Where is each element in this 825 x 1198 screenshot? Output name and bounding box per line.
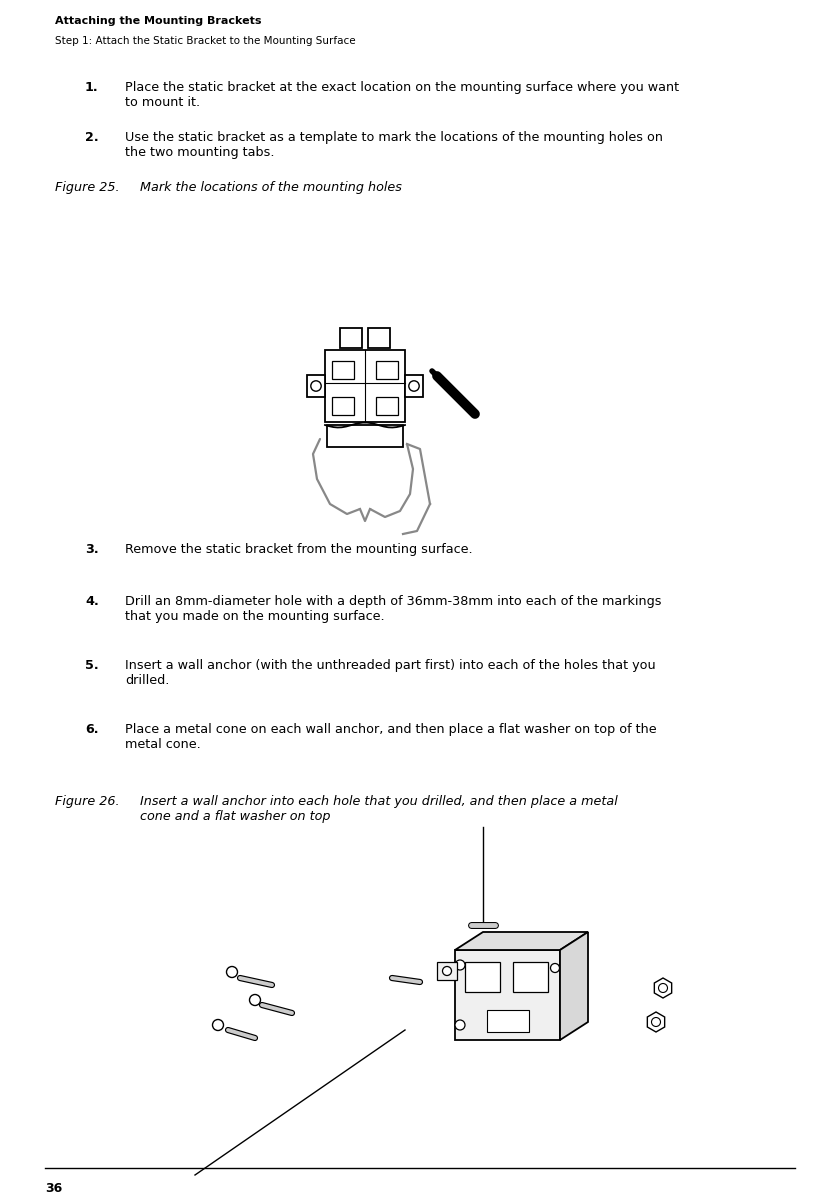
Text: Figure 25.: Figure 25. xyxy=(55,181,120,194)
Circle shape xyxy=(550,963,559,973)
Circle shape xyxy=(213,1019,224,1030)
FancyBboxPatch shape xyxy=(327,425,403,447)
FancyBboxPatch shape xyxy=(332,361,354,379)
Text: Insert a wall anchor into each hole that you drilled, and then place a metal
con: Insert a wall anchor into each hole that… xyxy=(140,795,618,823)
FancyBboxPatch shape xyxy=(465,962,500,992)
Circle shape xyxy=(442,967,451,975)
Text: Use the static bracket as a template to mark the locations of the mounting holes: Use the static bracket as a template to … xyxy=(125,131,663,159)
Circle shape xyxy=(249,994,261,1005)
Text: 2.: 2. xyxy=(85,131,99,144)
Text: 3.: 3. xyxy=(85,543,99,556)
Polygon shape xyxy=(455,932,588,950)
Text: Place the static bracket at the exact location on the mounting surface where you: Place the static bracket at the exact lo… xyxy=(125,81,679,109)
Text: Insert a wall anchor (with the unthreaded part first) into each of the holes tha: Insert a wall anchor (with the unthreade… xyxy=(125,659,656,686)
Polygon shape xyxy=(648,1012,665,1031)
Text: 6.: 6. xyxy=(85,724,98,736)
Text: Remove the static bracket from the mounting surface.: Remove the static bracket from the mount… xyxy=(125,543,473,556)
FancyBboxPatch shape xyxy=(325,350,405,422)
Text: 5.: 5. xyxy=(85,659,99,672)
Text: Mark the locations of the mounting holes: Mark the locations of the mounting holes xyxy=(140,181,402,194)
Text: Step 1: Attach the Static Bracket to the Mounting Surface: Step 1: Attach the Static Bracket to the… xyxy=(55,36,356,46)
Circle shape xyxy=(652,1017,661,1027)
Circle shape xyxy=(455,1019,465,1030)
Circle shape xyxy=(455,960,465,970)
FancyBboxPatch shape xyxy=(437,962,457,980)
FancyBboxPatch shape xyxy=(307,375,325,397)
FancyBboxPatch shape xyxy=(332,397,354,415)
FancyBboxPatch shape xyxy=(513,962,548,992)
Text: Attaching the Mounting Brackets: Attaching the Mounting Brackets xyxy=(55,16,262,26)
FancyBboxPatch shape xyxy=(405,375,423,397)
Text: Drill an 8mm-diameter hole with a depth of 36mm-38mm into each of the markings
t: Drill an 8mm-diameter hole with a depth … xyxy=(125,595,662,623)
Polygon shape xyxy=(560,932,588,1040)
FancyBboxPatch shape xyxy=(376,361,398,379)
FancyBboxPatch shape xyxy=(368,328,390,347)
FancyBboxPatch shape xyxy=(487,1010,529,1031)
Text: 36: 36 xyxy=(45,1182,62,1194)
FancyBboxPatch shape xyxy=(376,397,398,415)
Polygon shape xyxy=(455,950,560,1040)
Text: 1.: 1. xyxy=(85,81,99,93)
Circle shape xyxy=(409,381,419,392)
Text: 4.: 4. xyxy=(85,595,99,609)
Circle shape xyxy=(227,967,238,978)
Circle shape xyxy=(311,381,321,392)
Text: Place a metal cone on each wall anchor, and then place a flat washer on top of t: Place a metal cone on each wall anchor, … xyxy=(125,724,657,751)
Text: Figure 26.: Figure 26. xyxy=(55,795,120,807)
Polygon shape xyxy=(654,978,672,998)
FancyBboxPatch shape xyxy=(340,328,362,347)
Circle shape xyxy=(658,984,667,992)
